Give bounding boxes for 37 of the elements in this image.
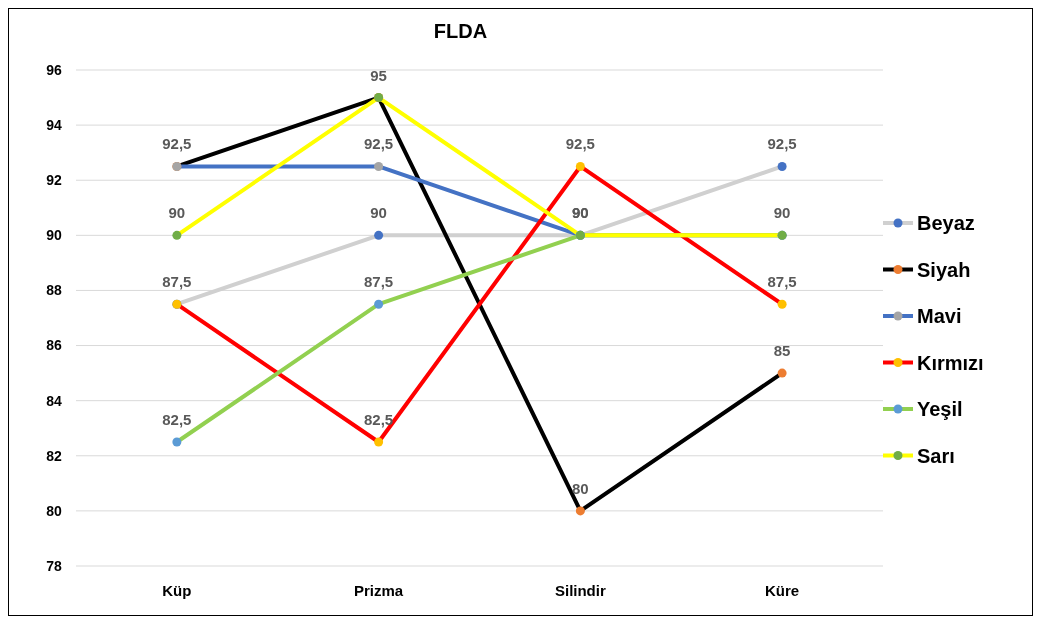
data-label: 90: [572, 204, 589, 222]
chart-title: FLDA: [433, 20, 488, 42]
data-label: 82,5: [162, 411, 192, 428]
data-label: 90: [168, 204, 186, 222]
legend-label: Yeşil: [917, 398, 963, 420]
data-label: 92,5: [364, 135, 394, 153]
y-tick-label: 88: [46, 282, 62, 299]
data-label: 92,5: [565, 135, 595, 153]
y-tick-label: 92: [46, 172, 62, 189]
y-tick-label: 90: [46, 227, 62, 244]
legend-label: Kırmızı: [917, 351, 984, 374]
legend-label: Mavi: [917, 305, 962, 327]
data-label: 87,5: [364, 273, 394, 291]
legend-label: Beyaz: [917, 212, 975, 234]
data-label: 92,5: [162, 135, 192, 153]
data-label: 82,5: [364, 411, 394, 428]
data-label: 87,5: [162, 273, 192, 291]
data-label: 87,5: [767, 273, 797, 291]
y-tick-label: 86: [46, 337, 62, 354]
x-tick-label: Prizma: [354, 582, 404, 599]
x-tick-label: Silindir: [554, 582, 606, 599]
y-tick-label: 78: [46, 557, 62, 574]
data-label: 90: [773, 204, 791, 222]
data-label: 80: [572, 479, 589, 497]
x-tick-label: Küp: [162, 582, 192, 599]
y-tick-label: 94: [46, 117, 62, 134]
legend-label: Sarı: [917, 444, 955, 467]
y-tick-label: 80: [46, 502, 62, 519]
x-tick-label: Küre: [765, 582, 800, 599]
data-label: 95: [370, 66, 387, 84]
data-label: 85: [773, 342, 791, 360]
y-tick-label: 96: [46, 61, 62, 78]
legend-label: Siyah: [917, 258, 971, 281]
data-label: 90: [370, 204, 387, 222]
y-tick-label: 82: [46, 447, 62, 464]
y-tick-label: 84: [46, 392, 62, 409]
data-label: 92,5: [767, 135, 797, 153]
